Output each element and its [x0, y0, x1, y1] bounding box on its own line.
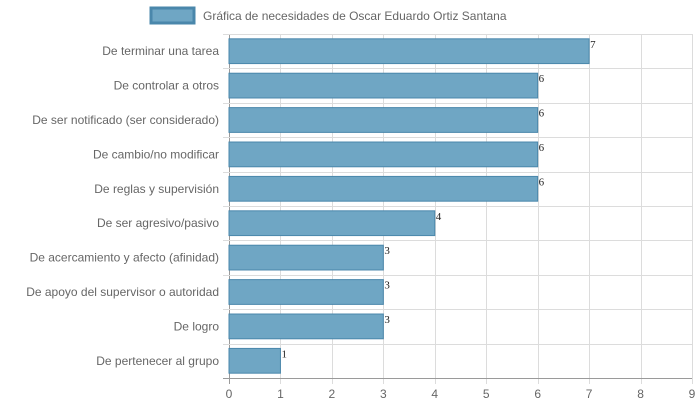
bar[interactable]	[228, 38, 590, 65]
category-label: De apoyo del supervisor o autoridad	[26, 285, 219, 299]
data-label: 3	[384, 314, 390, 326]
x-tick-label: 9	[689, 387, 696, 401]
x-tick-label: 3	[380, 387, 387, 401]
bar[interactable]	[228, 347, 281, 374]
x-tick-label: 7	[586, 387, 593, 401]
x-tick-label: 4	[431, 387, 438, 401]
x-tick-label: 0	[226, 387, 233, 401]
category-label: De controlar a otros	[114, 79, 219, 93]
category-label: De reglas y supervisión	[94, 182, 219, 196]
data-label: 3	[384, 280, 390, 292]
category-label: De ser agresivo/pasivo	[97, 216, 219, 230]
legend[interactable]: Gráfica de necesidades de Oscar Eduardo …	[149, 6, 507, 25]
x-axis-ticks: 0 1 2 3 4 5 6 7 8 9	[226, 387, 696, 401]
bar[interactable]	[228, 244, 384, 271]
data-label: 3	[384, 245, 390, 257]
data-label: 4	[436, 211, 442, 223]
category-label: De terminar una tarea	[102, 44, 219, 58]
category-label: De logro	[174, 319, 220, 333]
x-tick-label: 1	[277, 387, 284, 401]
x-tick-label: 8	[637, 387, 644, 401]
bar[interactable]	[228, 141, 539, 168]
category-label: De ser notificado (ser considerado)	[32, 113, 219, 127]
bar[interactable]	[228, 279, 384, 305]
bar[interactable]	[228, 107, 539, 133]
bar[interactable]	[228, 313, 384, 340]
data-labels: 7 6 6 6 6 4 3 3 3 1	[281, 39, 596, 361]
data-label: 6	[539, 176, 545, 188]
category-label: De cambio/no modificar	[93, 147, 219, 161]
category-label: De pertenecer al grupo	[96, 354, 219, 368]
x-tick-label: 6	[534, 387, 541, 401]
category-labels: De terminar una tarea De controlar a otro…	[26, 44, 219, 368]
bar[interactable]	[228, 210, 436, 237]
x-tick-label: 5	[483, 387, 490, 401]
bar[interactable]	[228, 72, 539, 99]
legend-swatch[interactable]	[149, 6, 196, 25]
category-label: De acercamiento y afecto (afinidad)	[30, 251, 219, 265]
data-label: 1	[281, 348, 287, 360]
bar[interactable]	[228, 175, 539, 202]
data-label: 6	[539, 73, 545, 85]
x-tick-label: 2	[329, 387, 336, 401]
bars	[228, 38, 590, 374]
data-label: 7	[590, 39, 596, 51]
data-label: 6	[539, 108, 545, 120]
data-label: 6	[539, 142, 545, 154]
legend-label[interactable]: Gráfica de necesidades de Oscar Eduardo …	[203, 9, 507, 23]
